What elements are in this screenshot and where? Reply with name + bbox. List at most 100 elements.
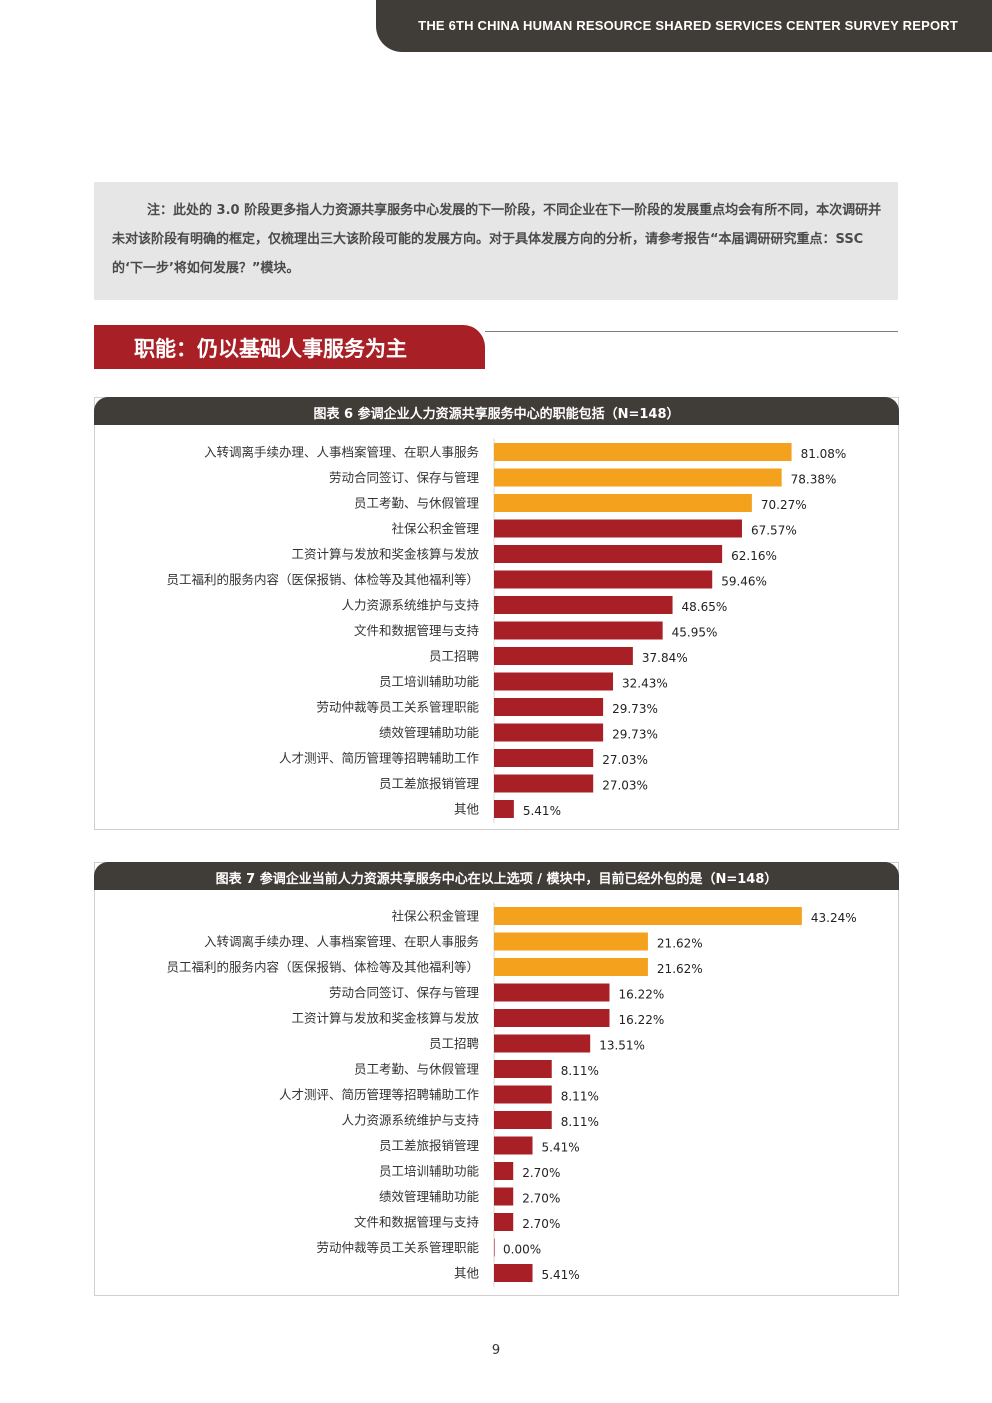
bar — [494, 1085, 552, 1104]
chart-7-panel: 图表 7 参调企业当前人力资源共享服务中心在以上选项 / 模块中，目前已经外包的… — [94, 862, 899, 1296]
bar — [494, 1264, 533, 1282]
note-text: 注：此处的 3.0 阶段更多指人力资源共享服务中心发展的下一阶段，不同企业在下一… — [112, 203, 882, 276]
bar — [494, 443, 792, 461]
bar — [494, 1009, 610, 1027]
bar — [494, 907, 802, 925]
bar — [494, 647, 633, 665]
category-label: 其他 — [454, 802, 480, 817]
bar — [494, 723, 604, 742]
chart-6-plot: 入转调离手续办理、人事档案管理、在职人事服务 81.08% 劳动合同签订、保存与管理… — [166, 438, 847, 823]
value-label: 70.27% — [761, 498, 807, 512]
value-label: 27.03% — [602, 753, 648, 767]
value-label: 45.95% — [672, 626, 718, 640]
chart-6-panel: 图表 6 参调企业人力资源共享服务中心的职能包括（N=148） 入转调离手续办理… — [94, 397, 899, 830]
value-label: 81.08% — [801, 447, 847, 461]
category-label: 员工福利的服务内容（医保报销、体检等及其他福利等） — [166, 960, 479, 975]
bar — [494, 749, 594, 767]
category-label: 入转调离手续办理、人事档案管理、在职人事服务 — [204, 934, 479, 949]
note-box: 注：此处的 3.0 阶段更多指人力资源共享服务中心发展的下一阶段，不同企业在下一… — [94, 182, 898, 300]
bar — [494, 774, 594, 793]
category-label: 员工福利的服务内容（医保报销、体检等及其他福利等） — [166, 572, 479, 587]
report-title: THE 6TH CHINA HUMAN RESOURCE SHARED SERV… — [418, 18, 958, 33]
category-label: 工资计算与发放和奖金核算与发放 — [291, 1011, 479, 1026]
category-label: 入转调离手续办理、人事档案管理、在职人事服务 — [204, 445, 479, 460]
category-label: 劳动合同签订、保存与管理 — [329, 985, 480, 1000]
category-label: 员工考勤、与休假管理 — [354, 496, 480, 511]
value-label: 37.84% — [642, 651, 688, 665]
value-label: 2.70% — [522, 1192, 560, 1206]
value-label: 43.24% — [811, 911, 857, 925]
section-heading: 职能：仍以基础人事服务为主 — [94, 325, 485, 369]
value-label: 8.11% — [561, 1115, 599, 1129]
category-label: 员工差旅报销管理 — [379, 776, 480, 791]
value-label: 0.00% — [503, 1243, 541, 1257]
value-label: 59.46% — [721, 575, 767, 589]
category-label: 文件和数据管理与支持 — [354, 623, 479, 638]
value-label: 5.41% — [542, 1141, 580, 1155]
value-label: 62.16% — [731, 549, 777, 563]
value-label: 27.03% — [602, 779, 648, 793]
value-label: 16.22% — [618, 988, 664, 1002]
bar — [494, 1060, 552, 1078]
category-label: 社保公积金管理 — [391, 909, 479, 924]
bar — [494, 983, 610, 1002]
category-label: 绩效管理辅助功能 — [379, 1189, 480, 1204]
bar — [494, 1213, 514, 1231]
category-label: 文件和数据管理与支持 — [354, 1215, 479, 1230]
value-label: 21.62% — [657, 962, 703, 976]
chart-7-title: 图表 7 参调企业当前人力资源共享服务中心在以上选项 / 模块中，目前已经外包的… — [215, 872, 778, 887]
category-label: 人力资源系统维护与支持 — [341, 598, 479, 613]
value-label: 5.41% — [542, 1268, 580, 1282]
chart-6-title-bar: 图表 6 参调企业人力资源共享服务中心的职能包括（N=148） — [94, 397, 899, 425]
value-label: 8.11% — [561, 1090, 599, 1104]
bar — [494, 621, 663, 640]
bar — [494, 698, 604, 716]
value-label: 32.43% — [622, 677, 668, 691]
bar — [494, 932, 648, 951]
bar — [494, 519, 742, 538]
chart-7-plot: 社保公积金管理 43.24% 入转调离手续办理、人事档案管理、在职人事服务 21.62… — [166, 902, 857, 1287]
value-label: 48.65% — [682, 600, 728, 614]
chart-7-title-bar: 图表 7 参调企业当前人力资源共享服务中心在以上选项 / 模块中，目前已经外包的… — [94, 862, 899, 890]
category-label: 人才测评、简历管理等招聘辅助工作 — [279, 751, 480, 766]
bar — [494, 545, 723, 563]
section-divider — [485, 331, 898, 332]
bar — [494, 596, 673, 614]
value-label: 8.11% — [561, 1064, 599, 1078]
value-label: 67.57% — [751, 524, 797, 538]
category-label: 劳动仲裁等员工关系管理职能 — [316, 1240, 479, 1255]
bar — [494, 1111, 552, 1129]
value-label: 16.22% — [618, 1013, 664, 1027]
bar — [494, 800, 514, 818]
category-label: 劳动仲裁等员工关系管理职能 — [316, 700, 479, 715]
page-number: 9 — [491, 1343, 501, 1358]
value-label: 2.70% — [522, 1217, 560, 1231]
category-label: 员工招聘 — [429, 649, 479, 664]
category-label: 其他 — [454, 1266, 480, 1281]
chart-6-title: 图表 6 参调企业人力资源共享服务中心的职能包括（N=148） — [313, 407, 680, 422]
section-heading-text: 职能：仍以基础人事服务为主 — [134, 337, 407, 361]
value-label: 78.38% — [791, 473, 837, 487]
category-label: 人才测评、简历管理等招聘辅助工作 — [279, 1087, 480, 1102]
category-label: 员工招聘 — [429, 1036, 479, 1051]
value-label: 5.41% — [523, 804, 561, 818]
bar — [494, 570, 713, 589]
value-label: 29.73% — [612, 728, 658, 742]
report-header-bar: THE 6TH CHINA HUMAN RESOURCE SHARED SERV… — [376, 0, 992, 52]
category-label: 员工差旅报销管理 — [379, 1138, 480, 1153]
category-label: 员工考勤、与休假管理 — [354, 1062, 480, 1077]
value-label: 29.73% — [612, 702, 658, 716]
category-label: 员工培训辅助功能 — [379, 674, 480, 689]
bar — [494, 468, 782, 487]
category-label: 人力资源系统维护与支持 — [341, 1113, 479, 1128]
bar — [494, 1034, 591, 1053]
bar — [494, 1187, 514, 1206]
bar — [494, 1136, 533, 1155]
value-label: 13.51% — [599, 1039, 645, 1053]
value-label: 21.62% — [657, 937, 703, 951]
category-label: 劳动合同签订、保存与管理 — [329, 470, 480, 485]
category-label: 绩效管理辅助功能 — [379, 725, 480, 740]
bar — [494, 1238, 495, 1257]
category-label: 社保公积金管理 — [391, 521, 479, 536]
bar — [494, 958, 648, 976]
